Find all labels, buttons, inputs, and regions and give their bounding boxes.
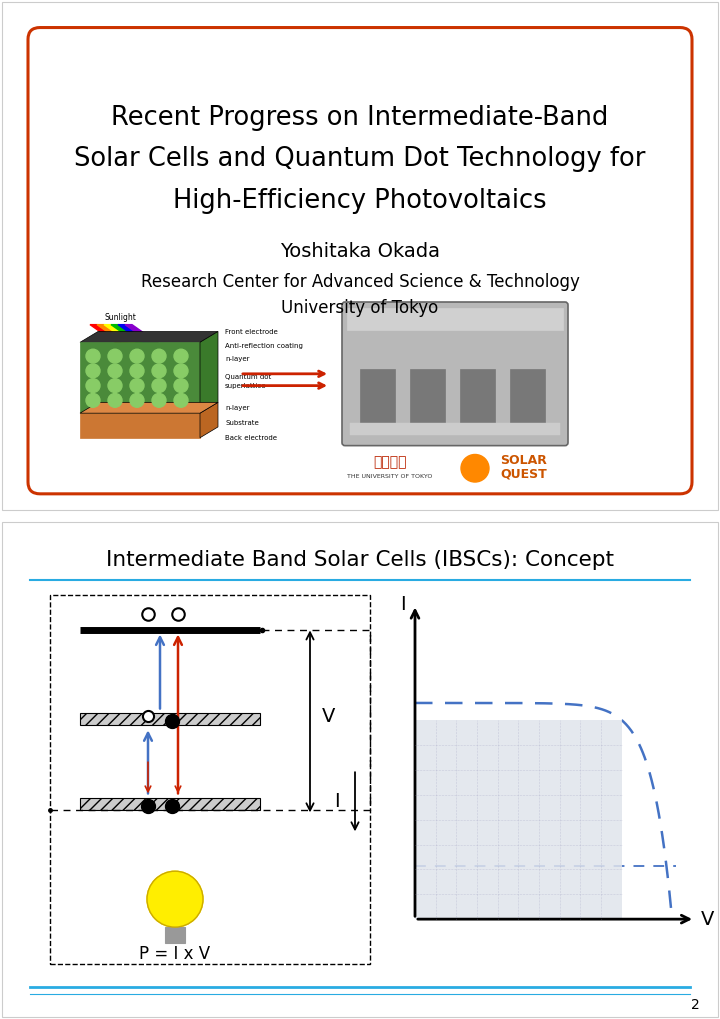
Circle shape <box>152 379 166 392</box>
Bar <box>460 369 495 423</box>
Bar <box>80 413 200 438</box>
Circle shape <box>86 393 100 408</box>
Text: n-layer: n-layer <box>225 406 250 412</box>
Circle shape <box>461 454 489 482</box>
Circle shape <box>152 393 166 408</box>
Text: V: V <box>701 910 715 928</box>
Text: SOLAR: SOLAR <box>500 453 547 467</box>
Text: Quantum dot: Quantum dot <box>225 374 271 380</box>
Polygon shape <box>200 331 218 413</box>
Bar <box>50 594 370 964</box>
Circle shape <box>147 871 203 927</box>
Text: Sunlight: Sunlight <box>104 313 136 322</box>
Text: High-Efficiency Photovoltaics: High-Efficiency Photovoltaics <box>174 187 546 214</box>
Circle shape <box>152 350 166 363</box>
Bar <box>80 798 260 810</box>
Bar <box>165 927 185 944</box>
Bar <box>80 713 260 726</box>
Bar <box>510 369 545 423</box>
Circle shape <box>108 350 122 363</box>
Bar <box>350 423 560 435</box>
Text: Yoshitaka Okada: Yoshitaka Okada <box>280 243 440 261</box>
Polygon shape <box>104 325 139 344</box>
Circle shape <box>152 364 166 378</box>
Text: QUEST: QUEST <box>500 468 546 481</box>
Bar <box>415 720 621 919</box>
Text: Recent Progress on Intermediate-Band: Recent Progress on Intermediate-Band <box>112 105 608 131</box>
Circle shape <box>174 379 188 392</box>
Circle shape <box>86 350 100 363</box>
Bar <box>410 369 445 423</box>
Text: V: V <box>322 707 336 727</box>
Polygon shape <box>200 403 218 438</box>
Text: I: I <box>334 792 340 811</box>
Text: Back electrode: Back electrode <box>225 435 277 441</box>
Circle shape <box>86 379 100 392</box>
Text: Substrate: Substrate <box>225 420 258 426</box>
Text: 2: 2 <box>691 998 700 1012</box>
Polygon shape <box>111 325 146 344</box>
Circle shape <box>108 393 122 408</box>
Circle shape <box>108 364 122 378</box>
Text: Solar Cells and Quantum Dot Technology for: Solar Cells and Quantum Dot Technology f… <box>74 147 646 172</box>
Polygon shape <box>118 325 153 344</box>
Bar <box>347 308 563 329</box>
Text: Research Center for Advanced Science & Technology: Research Center for Advanced Science & T… <box>140 273 580 291</box>
Bar <box>80 342 200 413</box>
Circle shape <box>130 350 144 363</box>
Circle shape <box>108 379 122 392</box>
Circle shape <box>130 364 144 378</box>
Text: Anti-reflection coating: Anti-reflection coating <box>225 343 303 350</box>
Polygon shape <box>97 325 132 344</box>
Circle shape <box>174 364 188 378</box>
Circle shape <box>130 379 144 392</box>
Circle shape <box>174 350 188 363</box>
Polygon shape <box>80 403 218 413</box>
Circle shape <box>130 393 144 408</box>
Bar <box>360 369 395 423</box>
Text: 東京大学: 東京大学 <box>373 455 407 470</box>
Text: Intermediate Band Solar Cells (IBSCs): Concept: Intermediate Band Solar Cells (IBSCs): C… <box>106 549 614 570</box>
Polygon shape <box>80 331 218 342</box>
Text: Front electrode: Front electrode <box>225 328 278 334</box>
Text: n-layer: n-layer <box>225 356 250 362</box>
Text: THE UNIVERSITY OF TOKYO: THE UNIVERSITY OF TOKYO <box>347 474 433 479</box>
Circle shape <box>174 393 188 408</box>
Text: superlattice: superlattice <box>225 382 266 388</box>
Text: P = I x V: P = I x V <box>140 945 210 963</box>
FancyBboxPatch shape <box>342 302 568 445</box>
Polygon shape <box>125 325 160 344</box>
FancyBboxPatch shape <box>28 28 692 494</box>
Polygon shape <box>90 325 125 344</box>
Text: University of Tokyo: University of Tokyo <box>282 299 438 317</box>
Text: I: I <box>400 595 406 614</box>
Circle shape <box>86 364 100 378</box>
